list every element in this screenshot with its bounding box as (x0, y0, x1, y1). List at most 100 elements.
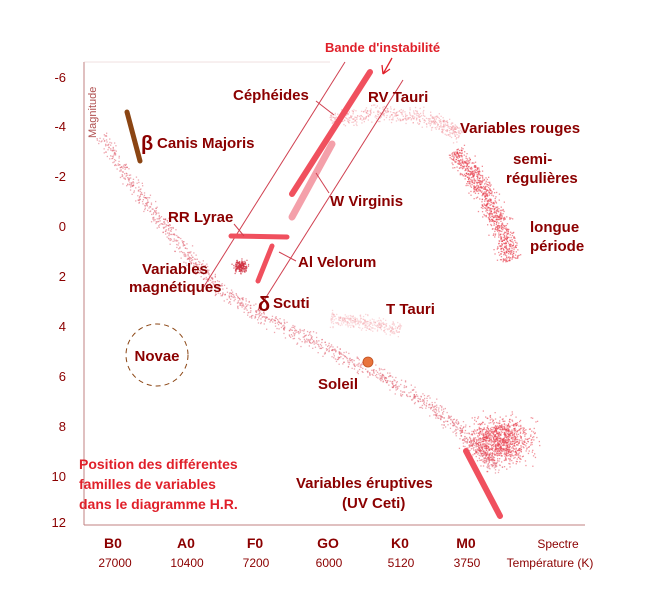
main-sequence-star (166, 224, 168, 227)
giant-branch-star (398, 110, 400, 113)
t-tauri-star (357, 323, 359, 325)
red-variable-star (490, 199, 492, 201)
giant-branch-star (446, 120, 448, 122)
main-sequence-star (207, 271, 209, 273)
flare-star (507, 452, 509, 455)
main-sequence-star (259, 311, 261, 313)
main-sequence-star (241, 306, 243, 308)
red-variable-star (511, 239, 513, 241)
main-sequence-star (477, 445, 479, 447)
main-sequence-star (306, 338, 308, 340)
main-sequence-star (357, 372, 359, 375)
red-variable-star (494, 228, 496, 230)
main-sequence-star (339, 351, 341, 353)
flare-star (484, 443, 486, 445)
main-sequence-star (190, 263, 192, 265)
giant-branch-star (459, 129, 461, 131)
flare-star (507, 435, 509, 438)
main-sequence-star (389, 374, 391, 377)
main-sequence-star (326, 348, 328, 351)
t-tauri-star (369, 328, 371, 330)
red-variable-star (468, 177, 470, 179)
flare-star (486, 451, 488, 453)
flare-star (491, 453, 493, 455)
main-sequence-star (112, 149, 114, 151)
giant-branch-star (430, 115, 432, 117)
red-variable-star (478, 179, 480, 182)
main-sequence-star (376, 373, 378, 376)
flare-star (482, 443, 484, 445)
main-sequence-star (328, 348, 330, 350)
flare-star (509, 458, 511, 460)
giant-branch-star (349, 119, 351, 122)
main-sequence-star (108, 143, 110, 145)
main-sequence-star (205, 267, 207, 269)
red-variable-star (472, 174, 474, 177)
t-tauri-star (354, 318, 357, 320)
main-sequence-star (237, 295, 239, 298)
giant-branch-star (379, 112, 381, 114)
main-sequence-star (360, 363, 363, 365)
red-variable-star (477, 188, 479, 190)
giant-branch-star (419, 120, 421, 122)
giant-branch-star (434, 120, 436, 123)
flare-star (506, 430, 508, 432)
red-variable-star (473, 198, 475, 200)
red-variable-star (486, 206, 488, 208)
t-tauri-star (364, 319, 366, 321)
main-sequence-star (142, 203, 144, 205)
red-variable-star (492, 234, 494, 236)
flare-star (507, 439, 509, 441)
t-tauri-star (350, 326, 352, 328)
main-sequence-star (318, 340, 320, 342)
red-variable-star (502, 213, 504, 215)
main-sequence-star (152, 208, 154, 210)
flare-star (534, 456, 537, 459)
flare-star (511, 430, 513, 432)
giant-branch-star (436, 121, 438, 124)
main-sequence-star (114, 163, 117, 166)
main-sequence-star (279, 322, 281, 324)
main-sequence-star (185, 262, 187, 264)
main-sequence-star (449, 427, 452, 429)
main-sequence-star (250, 316, 252, 318)
main-sequence-star (138, 202, 140, 204)
giant-branch-star (331, 122, 333, 124)
red-variable-star (458, 155, 460, 157)
flare-star (511, 429, 513, 431)
giant-branch-star (456, 127, 459, 129)
main-sequence-star (373, 371, 375, 373)
red-variable-star (501, 236, 503, 238)
flare-star (488, 456, 490, 459)
main-sequence-star (470, 441, 472, 444)
t-tauri-star (361, 323, 364, 325)
giant-branch-star (432, 120, 434, 122)
main-sequence-star (174, 234, 176, 236)
flare-star (496, 425, 498, 427)
red-variable-star (462, 148, 464, 150)
magnetic-variable-star (240, 272, 242, 274)
main-sequence-star (242, 297, 244, 300)
flare-star (479, 451, 482, 453)
giant-branch-star (407, 118, 410, 120)
main-sequence-star (214, 284, 216, 286)
main-sequence-star (150, 221, 153, 223)
flare-star (488, 438, 490, 440)
t-tauri-star (380, 329, 382, 331)
main-sequence-star (112, 146, 114, 149)
main-sequence-star (164, 230, 167, 233)
main-sequence-star (146, 204, 148, 206)
t-tauri-star (392, 321, 394, 323)
red-variable-star (504, 259, 507, 261)
flare-star (495, 430, 497, 432)
main-sequence-star (473, 446, 475, 449)
giant-branch-star (436, 126, 438, 128)
red-variable-star (508, 248, 511, 250)
main-sequence-star (439, 405, 441, 407)
main-sequence-star (226, 298, 228, 301)
red-variable-star (463, 167, 465, 169)
main-sequence-star (396, 388, 398, 390)
main-sequence-star (226, 291, 229, 293)
flare-star (503, 439, 505, 441)
flare-star (493, 426, 495, 428)
